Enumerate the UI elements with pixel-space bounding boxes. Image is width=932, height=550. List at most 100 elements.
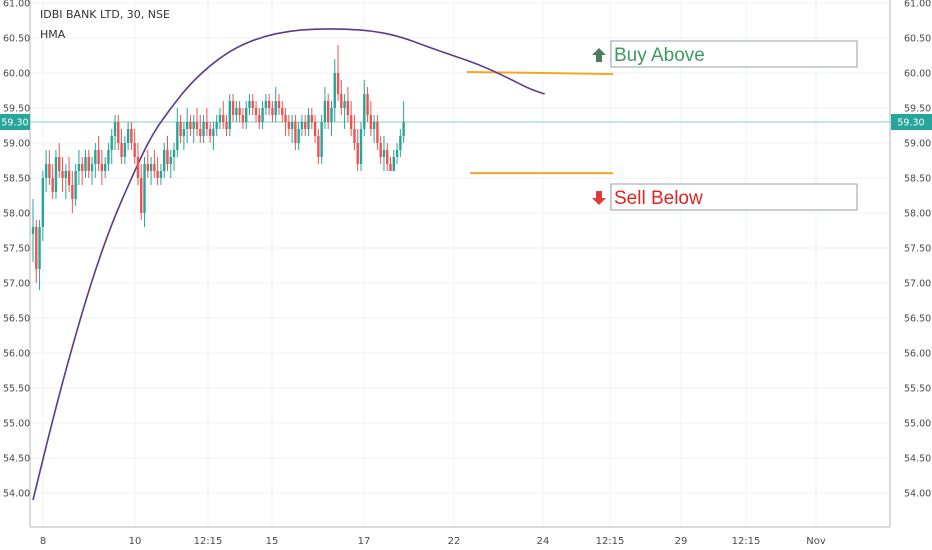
buy-above-box: [610, 40, 858, 68]
last-price-badge-right: [891, 114, 932, 130]
candle-body: [343, 101, 346, 108]
candle-body: [172, 150, 176, 157]
candle-body: [359, 129, 363, 164]
candle-body: [307, 115, 310, 129]
candle-body: [90, 164, 94, 171]
candle-body: [205, 122, 209, 129]
candle-body: [287, 122, 291, 129]
buy-above-level: [466, 71, 614, 75]
candle-body: [294, 122, 297, 143]
candle-body: [140, 178, 143, 213]
candle-body: [130, 129, 133, 143]
candle-body: [353, 129, 356, 143]
price-levels: [466, 71, 614, 175]
candle-body: [284, 115, 287, 122]
y-tick-label-left: 55.50: [3, 384, 30, 395]
y-tick-label-right: 56.50: [904, 314, 931, 325]
candle-body: [261, 108, 264, 122]
candle-body: [41, 178, 45, 227]
candle-body: [277, 101, 281, 108]
x-tick-label: Nov: [806, 536, 826, 547]
candle-body: [74, 171, 77, 199]
candle-body: [113, 122, 117, 136]
candle-body: [166, 150, 169, 164]
candle-body: [44, 164, 48, 178]
candle-body: [395, 150, 399, 157]
candle-body: [333, 73, 336, 108]
candle-body: [320, 122, 323, 157]
candle-body: [376, 122, 379, 143]
candle-body: [297, 129, 300, 143]
candle-body: [402, 122, 405, 136]
candle-body: [61, 171, 64, 178]
candle-body: [67, 171, 71, 185]
candle-body: [123, 143, 127, 157]
y-tick-label-right: 60.50: [904, 34, 931, 45]
candle-body: [231, 101, 235, 115]
y-tick-label-left: 56.50: [3, 314, 30, 325]
chart-grid: [30, 0, 890, 527]
y-tick-label-right: 54.00: [904, 489, 931, 500]
x-tick-label: 22: [448, 536, 461, 547]
candle-body: [185, 122, 189, 129]
buy-above-label: Buy Above: [614, 45, 705, 66]
hma-curve: [32, 28, 545, 501]
candle-body: [64, 171, 67, 178]
x-tick-label: 8: [40, 536, 46, 547]
x-tick-label: 12:15: [596, 536, 625, 547]
candle-body: [97, 150, 100, 164]
down-arrow-icon: [592, 191, 606, 205]
candle-body: [363, 94, 366, 129]
candle-body: [346, 101, 350, 115]
candle-body: [179, 122, 182, 136]
candle-body: [136, 157, 140, 178]
x-tick-label: 24: [537, 536, 550, 547]
y-tick-label-left: 55.00: [3, 419, 30, 430]
y-tick-label-left: 58.50: [3, 174, 30, 185]
hma-line: [32, 28, 545, 501]
x-tick-label: 15: [266, 536, 279, 547]
y-tick-label-right: 57.00: [904, 279, 931, 290]
x-tick-label: 12:15: [194, 536, 223, 547]
x-tick-label: 10: [129, 536, 142, 547]
candle-body: [35, 227, 38, 269]
y-tick-label-left: 59.50: [3, 104, 30, 115]
x-tick-label: 12:15: [732, 536, 761, 547]
x-tick-label: 29: [675, 536, 688, 547]
candle-body: [199, 129, 202, 136]
indicator-label: HMA: [40, 28, 66, 41]
candle-body: [248, 101, 251, 108]
candle-body: [281, 108, 284, 115]
trade-annotations: Buy Above Sell Below: [592, 40, 858, 211]
y-tick-label-right: 54.50: [904, 454, 931, 465]
y-tick-label-left: 60.00: [3, 69, 30, 80]
candle-body: [235, 108, 238, 115]
candle-body: [392, 157, 395, 171]
candle-body: [327, 101, 330, 122]
candle-body: [107, 150, 110, 164]
y-tick-label-left: 59.00: [3, 139, 30, 150]
up-arrow-icon: [592, 48, 606, 62]
y-tick-label-left: 56.00: [3, 349, 30, 360]
candle-body: [399, 136, 402, 150]
candle-body: [84, 157, 87, 171]
candle-body: [153, 164, 156, 171]
candle-body: [245, 108, 248, 122]
candle-body: [81, 164, 84, 171]
candle-body: [54, 157, 58, 192]
candle-body: [215, 122, 218, 129]
candle-body: [222, 115, 225, 122]
candle-body: [117, 122, 120, 143]
y-tick-label-right: 55.00: [904, 419, 931, 430]
candle-body: [258, 115, 261, 122]
candle-body: [31, 227, 35, 234]
candle-body: [241, 115, 245, 122]
candle-body: [120, 143, 123, 157]
y-tick-label-right: 56.00: [904, 349, 931, 360]
candle-body: [238, 108, 241, 115]
candle-body: [189, 122, 192, 129]
y-tick-label-right: 60.00: [904, 69, 931, 80]
candle-body: [159, 171, 163, 178]
candle-body: [146, 164, 149, 171]
